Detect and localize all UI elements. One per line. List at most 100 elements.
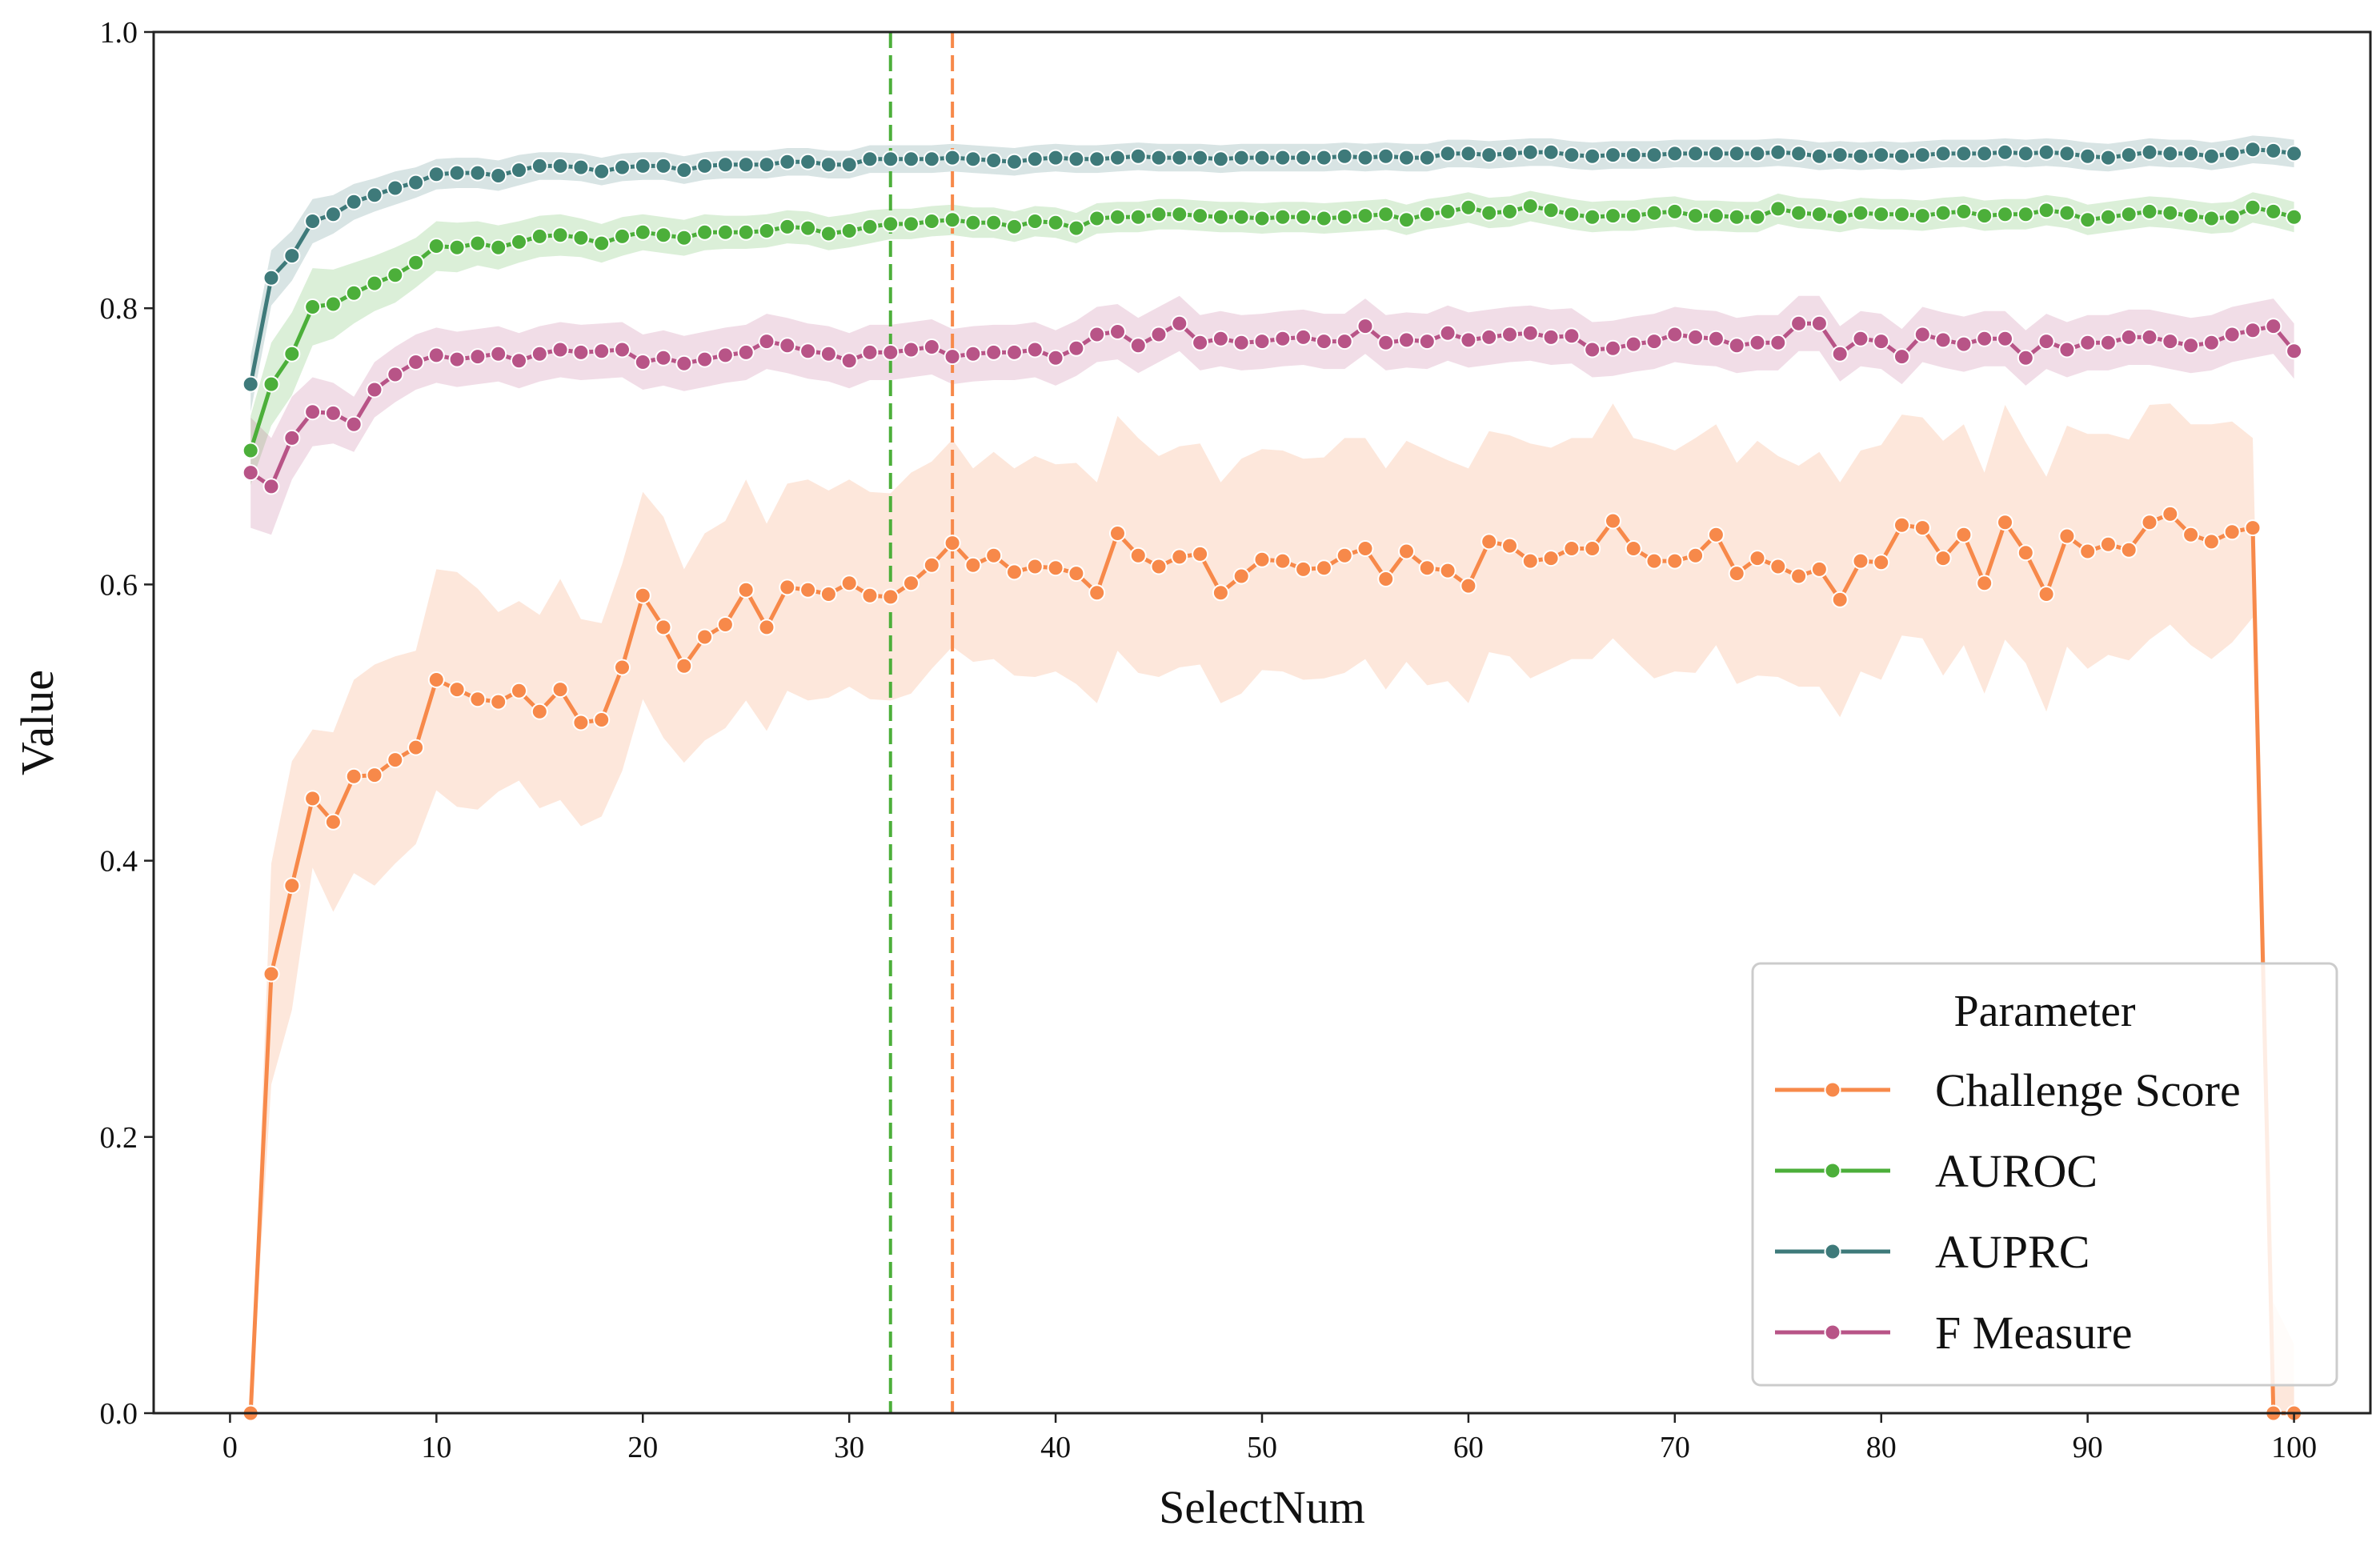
f-measure-point: [469, 348, 487, 366]
challenge-score-point: [675, 657, 693, 675]
f-measure-point: [490, 345, 507, 362]
y-axis-ticks: 0.0 0.2 0.4 0.6 0.8 1.0: [100, 16, 154, 1431]
f-measure-point: [1605, 339, 1621, 357]
auroc-point: [1439, 202, 1456, 220]
auprc-point: [2058, 145, 2076, 162]
f-measure-point: [1501, 326, 1518, 343]
challenge-score-point: [758, 619, 775, 636]
auroc-point: [985, 214, 1003, 231]
auprc-point: [1542, 143, 1560, 161]
auroc-point: [1068, 219, 1085, 237]
f-measure-point: [1542, 328, 1560, 346]
f-measure-point: [1873, 333, 1890, 350]
f-measure-point: [551, 341, 569, 358]
challenge-score-point: [469, 691, 487, 708]
challenge-score-point: [779, 579, 796, 596]
auroc-point: [1377, 206, 1395, 223]
auroc-point: [1810, 206, 1828, 223]
auroc-point: [1769, 200, 1787, 218]
f-measure-point: [2141, 328, 2158, 346]
f-measure-point: [1315, 333, 1332, 350]
challenge-score-point: [1873, 554, 1890, 571]
f-measure-point: [1852, 330, 1869, 347]
challenge-score-point: [1150, 558, 1168, 575]
f-measure-point: [1666, 326, 1684, 343]
auroc-point: [345, 284, 363, 302]
f-measure-point: [2223, 326, 2241, 343]
auprc-point: [2079, 147, 2097, 165]
y-tick-label: 0.8: [100, 292, 138, 326]
challenge-score-point: [1728, 565, 1745, 583]
auroc-point: [1645, 204, 1663, 222]
f-measure-point: [944, 348, 961, 366]
auroc-point: [511, 233, 527, 250]
challenge-score-point: [1088, 584, 1106, 602]
f-measure-legend-label: F Measure: [1935, 1307, 2132, 1359]
auroc-point: [819, 225, 837, 242]
challenge-score-point: [2099, 535, 2117, 553]
auprc-point: [861, 150, 879, 168]
auroc-point: [716, 223, 734, 241]
challenge-score-point: [1026, 558, 1044, 575]
auprc-point: [2286, 145, 2303, 162]
auroc-point: [1707, 207, 1725, 225]
f-measure-point: [1625, 335, 1642, 353]
f-measure-point: [283, 429, 301, 447]
auroc-point: [2244, 198, 2262, 216]
auroc-point: [2286, 208, 2303, 226]
f-measure-point: [840, 352, 858, 370]
auprc-point: [2223, 145, 2241, 162]
f-measure-point: [737, 343, 755, 361]
challenge-score-point: [1439, 562, 1456, 579]
f-measure-point: [1026, 341, 1044, 358]
challenge-score-point: [490, 693, 507, 711]
x-axis-ticks: 0 10 20 30 40 50 60 70 80 90 100: [222, 1413, 2317, 1464]
auprc-point: [1047, 149, 1064, 166]
f-measure-point: [1398, 331, 1415, 349]
reference-lines: [888, 32, 955, 1413]
auprc-point: [2099, 149, 2117, 166]
auroc-point: [1274, 208, 1292, 226]
f-measure-point: [964, 345, 982, 362]
f-measure-point: [2017, 349, 2034, 366]
auroc-point: [1295, 208, 1312, 226]
f-measure-point: [819, 345, 837, 362]
x-tick-label: 70: [1660, 1431, 1690, 1464]
auroc-point: [1418, 206, 1436, 223]
auprc-point: [469, 164, 487, 182]
auprc-point: [1068, 150, 1085, 168]
challenge-score-point: [531, 703, 548, 720]
challenge-score-point: [923, 556, 940, 574]
challenge-score-point: [1976, 575, 1993, 592]
auprc-point: [1418, 149, 1436, 166]
auprc-point: [716, 156, 734, 174]
legend-title: Parameter: [1954, 987, 2136, 1036]
auprc-point: [304, 213, 322, 230]
auroc-legend-marker: [1824, 1162, 1841, 1180]
auroc-point: [1460, 198, 1477, 216]
auroc-point: [675, 229, 693, 246]
f-measure-point: [1790, 314, 1808, 332]
auprc-point: [1109, 149, 1126, 166]
auprc-point: [1749, 145, 1766, 162]
challenge-score-point: [1605, 512, 1621, 530]
challenge-score-point: [1315, 559, 1332, 577]
auprc-point: [1026, 150, 1044, 168]
f-measure-point: [882, 343, 900, 361]
challenge-score-point: [1129, 547, 1147, 564]
challenge-score-point: [1398, 543, 1415, 560]
auprc-point: [511, 162, 527, 179]
auroc-point: [1150, 206, 1168, 223]
challenge-score-point: [2120, 541, 2138, 559]
f-measure-point: [1521, 324, 1539, 342]
auroc-point: [2058, 204, 2076, 222]
auroc-point: [2265, 202, 2282, 220]
auprc-point: [1356, 149, 1374, 166]
auroc-point: [1913, 207, 1931, 225]
challenge-score-line: [248, 511, 2294, 1416]
auprc-point: [345, 193, 363, 210]
auprc-point: [614, 158, 631, 176]
challenge-score-point: [427, 671, 445, 688]
challenge-score-point: [1480, 533, 1498, 551]
challenge-score-point: [1563, 540, 1581, 557]
